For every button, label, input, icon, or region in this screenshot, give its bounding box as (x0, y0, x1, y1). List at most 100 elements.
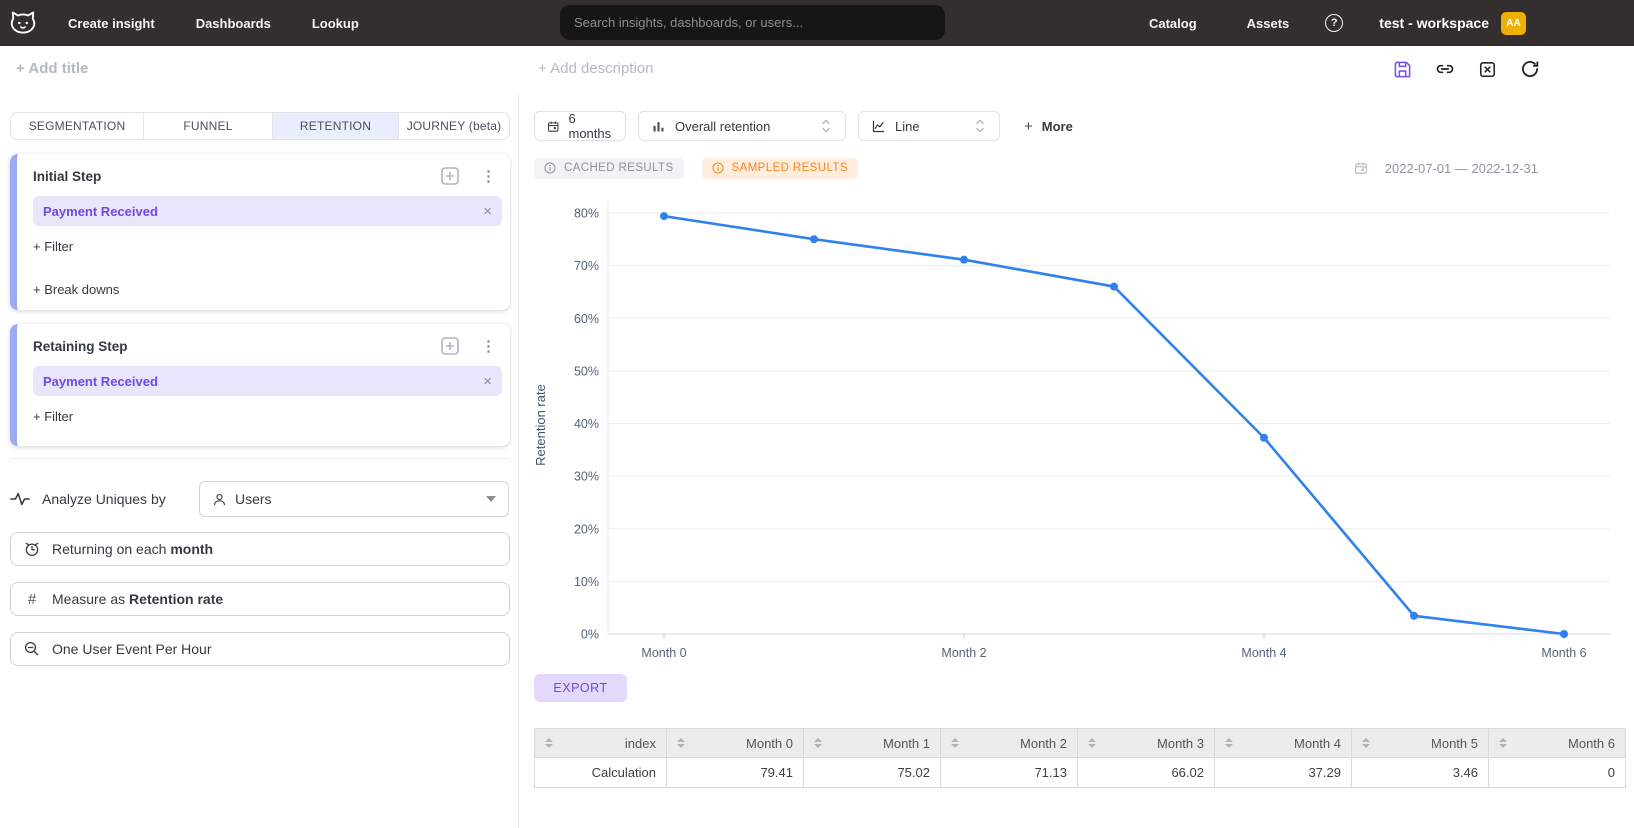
add-title-button[interactable]: + Add title (16, 60, 89, 77)
analyze-by-value: Users (235, 491, 272, 507)
sort-icon[interactable] (951, 738, 959, 748)
add-filter-button[interactable]: + Filter (33, 239, 74, 254)
step-menu-icon[interactable]: ⋮ (481, 337, 496, 355)
insight-header: + Add title + Add description (0, 46, 1634, 94)
retaining-step-card: Retaining Step ⋮ Payment Received × + Fi… (10, 324, 510, 446)
step-menu-icon[interactable]: ⋮ (481, 167, 496, 185)
analyze-by-select[interactable]: Users (199, 481, 509, 517)
bar-chart-icon (653, 121, 664, 131)
cell-month6: 0 (1488, 757, 1626, 788)
col-header-month6[interactable]: Month 6 (1488, 728, 1626, 758)
table-header-row: index Month 0 Month 1 Month 2 Month 3 Mo… (534, 728, 1626, 758)
table-row: Calculation 79.41 75.02 71.13 66.02 37.2… (534, 757, 1626, 788)
more-options-button[interactable]: + More (1024, 117, 1073, 135)
chart-toolbar: 6 months Overall retention Line (534, 111, 1073, 141)
user-avatar[interactable]: AA (1501, 11, 1526, 35)
sort-icon[interactable] (1225, 738, 1233, 748)
select-chevrons-icon (976, 119, 984, 133)
cell-month2: 71.13 (940, 757, 1078, 788)
analyze-row: Analyze Uniques by Users (10, 480, 510, 518)
cell-index: Calculation (534, 757, 667, 788)
initial-event-label: Payment Received (43, 203, 158, 219)
sort-icon[interactable] (814, 738, 822, 748)
tab-journey[interactable]: JOURNEY (beta) (398, 113, 509, 139)
retention-line-chart: 0% 10% 20% 30% 40% 50% 60% 70% 80% Month 0 Month 2… (533, 201, 1610, 660)
app-cat-logo-icon[interactable] (8, 9, 38, 37)
nav-create-insight[interactable]: Create insight (68, 15, 155, 31)
add-description-button[interactable]: + Add description (538, 60, 654, 77)
initial-event-chip[interactable]: Payment Received × (33, 196, 502, 226)
panel-divider (518, 94, 519, 828)
nav-lookup[interactable]: Lookup (311, 15, 359, 31)
date-range-display[interactable]: 2022-07-01 — 2022-12-31 (1354, 161, 1538, 176)
nav-right: Catalog Assets ? test - workspace AA (1149, 0, 1634, 46)
svg-text:0%: 0% (581, 628, 599, 642)
nav-catalog[interactable]: Catalog (1148, 15, 1197, 31)
sort-icon[interactable] (545, 738, 553, 748)
calendar-icon (548, 121, 559, 132)
add-filter-button[interactable]: + Filter (33, 409, 74, 424)
chart-type-select[interactable]: Line (858, 111, 1000, 141)
sort-icon[interactable] (1088, 738, 1096, 748)
retention-period-button[interactable]: Returning on each month (10, 532, 510, 566)
top-nav: Create insight Dashboards Lookup Catalog… (0, 0, 1634, 46)
measure-as-button[interactable]: # Measure as Retention rate (10, 582, 510, 616)
analyze-label: Analyze Uniques by (42, 491, 166, 507)
cell-month0: 79.41 (666, 757, 804, 788)
col-header-month3[interactable]: Month 3 (1077, 728, 1215, 758)
aggregation-button[interactable]: One User Event Per Hour (10, 632, 510, 666)
help-icon[interactable]: ? (1325, 14, 1344, 32)
nav-assets[interactable]: Assets (1246, 15, 1290, 31)
activity-icon (10, 492, 30, 506)
user-icon (213, 493, 226, 505)
clear-insight-icon[interactable] (1478, 60, 1497, 79)
col-header-month1[interactable]: Month 1 (803, 728, 941, 758)
remove-event-icon[interactable]: × (483, 202, 492, 220)
share-link-icon[interactable] (1435, 59, 1455, 79)
add-event-icon[interactable] (441, 337, 459, 355)
col-header-index[interactable]: index (534, 728, 667, 758)
remove-event-icon[interactable]: × (483, 372, 492, 390)
global-search (560, 5, 945, 40)
workspace-name[interactable]: test - workspace (1379, 15, 1489, 31)
query-builder-panel: SEGMENTATION FUNNEL RETENTION JOURNEY (b… (0, 94, 518, 828)
export-button[interactable]: EXPORT (534, 674, 627, 702)
refresh-icon[interactable] (1520, 59, 1540, 79)
initial-step-title: Initial Step (33, 168, 102, 184)
sort-icon[interactable] (1499, 738, 1507, 748)
sort-icon[interactable] (1362, 738, 1370, 748)
retaining-event-chip[interactable]: Payment Received × (33, 366, 502, 396)
select-chevrons-icon (822, 119, 830, 133)
col-header-month4[interactable]: Month 4 (1214, 728, 1352, 758)
cell-month5: 3.46 (1351, 757, 1489, 788)
clock-icon (25, 542, 39, 557)
col-header-month5[interactable]: Month 5 (1351, 728, 1489, 758)
col-header-month2[interactable]: Month 2 (940, 728, 1078, 758)
add-breakdown-button[interactable]: + Break downs (33, 282, 120, 297)
nav-dashboards[interactable]: Dashboards (195, 15, 271, 31)
save-icon[interactable] (1393, 60, 1412, 79)
results-table: index Month 0 Month 1 Month 2 Month 3 Mo… (534, 728, 1626, 788)
sort-icon[interactable] (677, 738, 685, 748)
col-header-month0[interactable]: Month 0 (666, 728, 804, 758)
insight-type-tabs: SEGMENTATION FUNNEL RETENTION JOURNEY (b… (10, 112, 510, 140)
add-event-icon[interactable] (441, 167, 459, 185)
svg-text:Month 6: Month 6 (1541, 646, 1586, 660)
time-window-button[interactable]: 6 months (534, 111, 626, 141)
cell-month4: 37.29 (1214, 757, 1352, 788)
svg-text:Month 0: Month 0 (641, 646, 686, 660)
tab-funnel[interactable]: FUNNEL (143, 113, 272, 139)
plus-icon: + (1024, 117, 1033, 135)
svg-text:80%: 80% (574, 207, 599, 221)
metric-type-select[interactable]: Overall retention (638, 111, 846, 141)
line-chart-icon (872, 120, 885, 132)
info-icon (712, 162, 724, 174)
zoom-out-icon (24, 641, 39, 656)
tab-segmentation[interactable]: SEGMENTATION (28, 119, 126, 133)
global-search-input[interactable] (560, 5, 945, 40)
tab-retention[interactable]: RETENTION (272, 113, 398, 139)
svg-text:40%: 40% (574, 417, 599, 431)
svg-text:30%: 30% (574, 470, 599, 484)
svg-text:Month 2: Month 2 (941, 646, 986, 660)
section-divider (10, 458, 510, 459)
